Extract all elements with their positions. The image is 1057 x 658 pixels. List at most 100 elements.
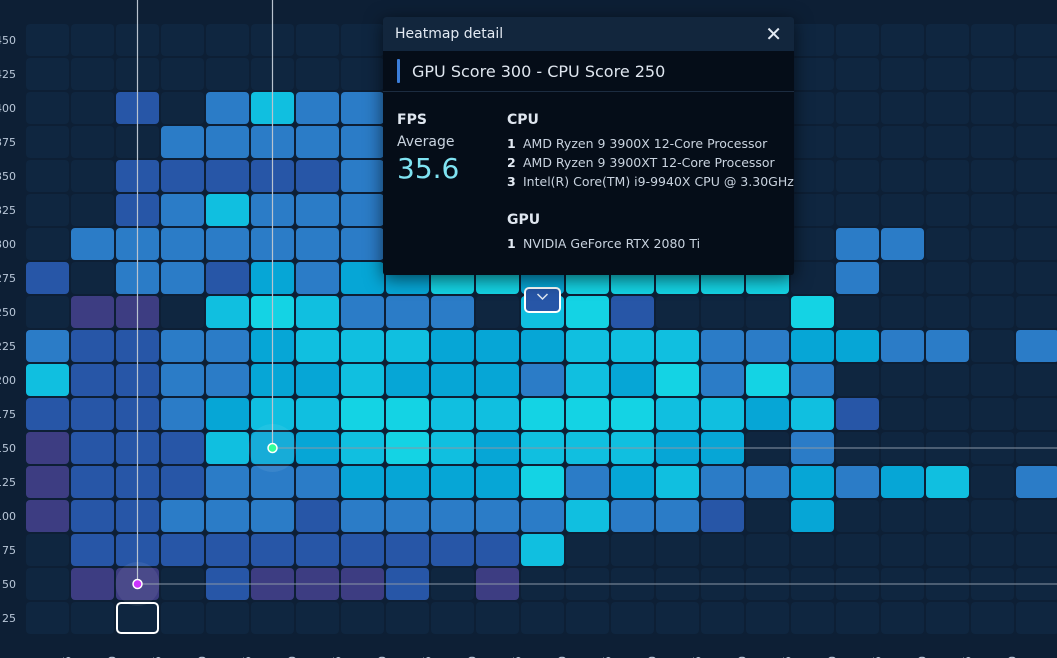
heatmap-cell[interactable] bbox=[881, 466, 924, 498]
heatmap-cell[interactable] bbox=[71, 228, 114, 260]
heatmap-cell[interactable] bbox=[701, 330, 744, 362]
heatmap-cell[interactable] bbox=[566, 364, 609, 396]
heatmap-cell[interactable] bbox=[206, 534, 249, 566]
heatmap-cell[interactable] bbox=[206, 126, 249, 158]
heatmap-cell[interactable] bbox=[341, 92, 384, 124]
heatmap-cell[interactable] bbox=[26, 466, 69, 498]
heatmap-cell[interactable] bbox=[206, 262, 249, 294]
heatmap-cell[interactable] bbox=[161, 330, 204, 362]
heatmap-cell[interactable] bbox=[476, 330, 519, 362]
heatmap-cell[interactable] bbox=[926, 330, 969, 362]
heatmap-cell[interactable] bbox=[251, 534, 294, 566]
heatmap-cell[interactable] bbox=[746, 364, 789, 396]
heatmap-cell[interactable] bbox=[701, 364, 744, 396]
heatmap-cell[interactable] bbox=[296, 398, 339, 430]
heatmap-cell[interactable] bbox=[296, 364, 339, 396]
heatmap-cell[interactable] bbox=[206, 160, 249, 192]
heatmap-cell[interactable] bbox=[26, 398, 69, 430]
heatmap-cell[interactable] bbox=[566, 500, 609, 532]
heatmap-cell[interactable] bbox=[206, 228, 249, 260]
heatmap-cell[interactable] bbox=[71, 500, 114, 532]
heatmap-cell[interactable] bbox=[431, 296, 474, 328]
heatmap-cell[interactable] bbox=[791, 466, 834, 498]
heatmap-cell[interactable] bbox=[521, 466, 564, 498]
heatmap-cell[interactable] bbox=[611, 500, 654, 532]
heatmap-cell[interactable] bbox=[521, 398, 564, 430]
heatmap-cell[interactable] bbox=[71, 398, 114, 430]
marker-dot[interactable] bbox=[132, 578, 143, 590]
heatmap-cell[interactable] bbox=[206, 92, 249, 124]
heatmap-cell[interactable] bbox=[431, 534, 474, 566]
heatmap-cell[interactable] bbox=[296, 160, 339, 192]
heatmap-cell[interactable] bbox=[296, 228, 339, 260]
heatmap-cell[interactable] bbox=[341, 534, 384, 566]
heatmap-cell[interactable] bbox=[161, 126, 204, 158]
heatmap-cell[interactable] bbox=[476, 534, 519, 566]
heatmap-cell[interactable] bbox=[341, 500, 384, 532]
heatmap-cell[interactable] bbox=[521, 330, 564, 362]
heatmap-cell[interactable] bbox=[611, 398, 654, 430]
heatmap-cell[interactable] bbox=[791, 364, 834, 396]
heatmap-cell[interactable] bbox=[71, 296, 114, 328]
heatmap-cell[interactable] bbox=[341, 296, 384, 328]
heatmap-cell[interactable] bbox=[611, 364, 654, 396]
heatmap-cell[interactable] bbox=[71, 466, 114, 498]
heatmap-cell[interactable] bbox=[161, 194, 204, 226]
heatmap-cell[interactable] bbox=[386, 296, 429, 328]
heatmap-cell[interactable] bbox=[746, 398, 789, 430]
heatmap-cell[interactable] bbox=[71, 568, 114, 600]
heatmap-cell[interactable] bbox=[566, 398, 609, 430]
heatmap-cell[interactable] bbox=[251, 500, 294, 532]
heatmap-cell[interactable] bbox=[206, 432, 249, 464]
heatmap-cell[interactable] bbox=[701, 500, 744, 532]
heatmap-cell[interactable] bbox=[431, 398, 474, 430]
heatmap-cell[interactable] bbox=[206, 296, 249, 328]
marker-dot[interactable] bbox=[267, 442, 278, 454]
heatmap-cell[interactable] bbox=[1016, 330, 1057, 362]
heatmap-cell[interactable] bbox=[206, 500, 249, 532]
heatmap-cell[interactable] bbox=[701, 466, 744, 498]
heatmap-cell[interactable] bbox=[161, 500, 204, 532]
heatmap-cell[interactable] bbox=[296, 126, 339, 158]
heatmap-cell[interactable] bbox=[341, 160, 384, 192]
heatmap-cell[interactable] bbox=[71, 432, 114, 464]
heatmap-cell[interactable] bbox=[431, 330, 474, 362]
heatmap-cell[interactable] bbox=[791, 296, 834, 328]
heatmap-cell[interactable] bbox=[431, 466, 474, 498]
heatmap-cell[interactable] bbox=[296, 262, 339, 294]
heatmap-cell[interactable] bbox=[881, 228, 924, 260]
heatmap-cell[interactable] bbox=[701, 398, 744, 430]
heatmap-cell[interactable] bbox=[341, 364, 384, 396]
heatmap-cell[interactable] bbox=[791, 398, 834, 430]
close-icon[interactable]: ✕ bbox=[765, 22, 782, 46]
heatmap-cell[interactable] bbox=[611, 466, 654, 498]
heatmap-cell[interactable] bbox=[161, 398, 204, 430]
heatmap-cell[interactable] bbox=[656, 398, 699, 430]
heatmap-cell[interactable] bbox=[341, 194, 384, 226]
heatmap-cell[interactable] bbox=[341, 262, 384, 294]
heatmap-cell[interactable] bbox=[296, 92, 339, 124]
heatmap-cell[interactable] bbox=[71, 364, 114, 396]
heatmap-cell[interactable] bbox=[836, 466, 879, 498]
heatmap-cell[interactable] bbox=[26, 330, 69, 362]
heatmap-cell[interactable] bbox=[206, 466, 249, 498]
heatmap-cell[interactable] bbox=[836, 262, 879, 294]
heatmap-cell[interactable] bbox=[836, 330, 879, 362]
heatmap-cell[interactable] bbox=[476, 364, 519, 396]
heatmap-cell[interactable] bbox=[161, 364, 204, 396]
heatmap-cell[interactable] bbox=[296, 330, 339, 362]
heatmap-cell[interactable] bbox=[476, 500, 519, 532]
heatmap-cell[interactable] bbox=[386, 398, 429, 430]
heatmap-cell[interactable] bbox=[296, 296, 339, 328]
heatmap-cell[interactable] bbox=[341, 330, 384, 362]
heatmap-cell[interactable] bbox=[71, 330, 114, 362]
heatmap-cell[interactable] bbox=[431, 364, 474, 396]
heatmap-cell[interactable] bbox=[746, 466, 789, 498]
heatmap-cell[interactable] bbox=[386, 364, 429, 396]
heatmap-cell[interactable] bbox=[476, 466, 519, 498]
heatmap-cell[interactable] bbox=[476, 398, 519, 430]
heatmap-cell[interactable] bbox=[656, 466, 699, 498]
heatmap-cell[interactable] bbox=[386, 534, 429, 566]
heatmap-cell[interactable] bbox=[26, 364, 69, 396]
heatmap-cell[interactable] bbox=[161, 466, 204, 498]
